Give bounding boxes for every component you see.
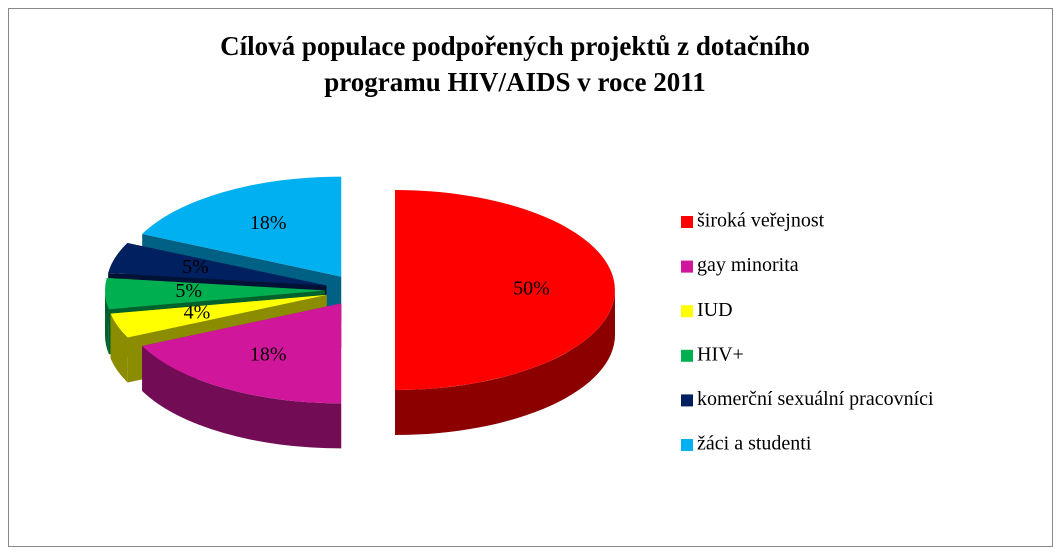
slice — [395, 190, 615, 390]
legend-swatch — [681, 439, 693, 451]
data-label: 5% — [182, 256, 209, 278]
data-label: 18% — [250, 212, 287, 234]
legend-swatch — [681, 349, 693, 362]
slice-side — [142, 346, 342, 449]
slice — [142, 303, 342, 404]
data-label: 50% — [513, 278, 550, 300]
slice-side — [395, 290, 615, 435]
legend-label: komerční sexuální pracovníci — [697, 388, 934, 410]
data-label: 5% — [175, 280, 202, 302]
data-label: 4% — [184, 302, 211, 324]
chart-title: Cílová populace podpořených projektů z d… — [220, 31, 810, 97]
data-label: 18% — [250, 343, 287, 365]
legend-label: široká veřejnost — [697, 210, 825, 232]
slice — [110, 294, 327, 338]
legend-swatch — [681, 216, 693, 228]
legend-swatch — [681, 260, 693, 273]
legend-label: žáci a studenti — [697, 433, 812, 455]
legend-label: HIV+ — [697, 343, 744, 365]
legend-label: gay minorita — [697, 254, 799, 276]
slice — [108, 242, 327, 286]
slice — [142, 176, 342, 277]
slice-side — [110, 313, 128, 383]
slice — [105, 277, 326, 310]
legend-swatch — [681, 305, 693, 318]
slice-side — [105, 290, 109, 355]
legend-swatch — [681, 394, 693, 407]
legend-label: IUD — [697, 299, 733, 321]
